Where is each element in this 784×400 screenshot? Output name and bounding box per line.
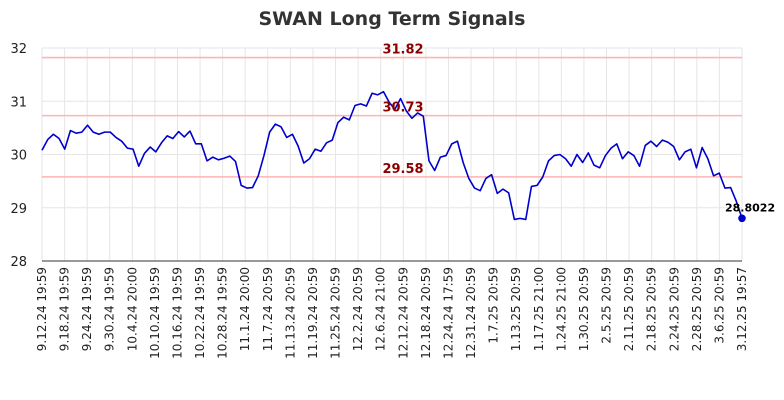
y-tick-labels: 28 29 30 31 32	[10, 42, 27, 270]
x-tick-label: 11.13.24 20:59	[283, 267, 297, 359]
x-tick-label: 2.5.25 20:59	[600, 267, 614, 344]
y-tick-label: 30	[10, 149, 27, 164]
x-tick-label: 2.11.25 20:59	[622, 267, 636, 351]
x-tick-label: 12.2.24 20:59	[351, 267, 365, 351]
x-tick-label: 11.7.24 20:59	[261, 267, 275, 351]
x-tick-label: 10.28.24 19:59	[216, 267, 230, 359]
x-tick-label: 9.12.24 19:59	[35, 267, 49, 351]
x-tick-label: 12.18.24 20:59	[419, 267, 433, 359]
y-tick-label: 28	[10, 255, 27, 270]
x-tick-label: 11.25.24 20:59	[329, 267, 343, 359]
x-tick-label: 1.13.25 20:59	[509, 267, 523, 351]
y-tick-label: 32	[10, 42, 27, 57]
signal-line-label: 29.58	[382, 162, 423, 177]
x-tick-label: 11.1.24 20:00	[238, 267, 252, 351]
y-tick-label: 29	[10, 202, 27, 217]
x-tick-label: 10.10.24 19:59	[148, 267, 162, 359]
x-tick-label: 1.24.25 21:00	[554, 267, 568, 351]
x-tick-label: 9.30.24 19:59	[103, 267, 117, 351]
signal-lines	[42, 56, 742, 178]
last-point-label: 28.8022	[725, 201, 775, 214]
x-tick-label: 9.24.24 19:59	[80, 267, 94, 351]
y-tick-label: 31	[10, 95, 27, 110]
signal-labels: 31.82 30.73 29.58	[382, 43, 423, 177]
x-tick-label: 3.6.25 20:59	[712, 267, 726, 344]
x-tick-label: 11.19.24 20:59	[306, 267, 320, 359]
series-line	[41, 90, 743, 221]
x-tick-label: 2.28.25 20:59	[690, 267, 704, 351]
x-tick-label: 2.18.25 20:59	[645, 267, 659, 351]
x-tick-label: 12.6.24 21:00	[374, 267, 388, 351]
x-tick-label: 10.4.24 20:00	[125, 267, 139, 351]
signal-line-label: 31.82	[382, 43, 423, 58]
x-tick-label: 1.7.25 20:59	[487, 267, 501, 344]
chart-title: SWAN Long Term Signals	[259, 8, 526, 30]
x-tick-label: 2.24.25 20:59	[667, 267, 681, 351]
x-tick-label: 9.18.24 19:59	[58, 267, 72, 351]
x-tick-label: 12.24.24 17:59	[441, 267, 455, 359]
x-tick-label: 10.22.24 19:59	[193, 267, 207, 359]
x-tick-label: 10.16.24 19:59	[170, 267, 184, 359]
x-tick-label: 1.17.25 21:00	[532, 267, 546, 351]
series-group: 28.8022	[41, 90, 775, 223]
last-point-marker	[738, 214, 746, 223]
x-tick-label: 3.12.25 19:57	[735, 267, 749, 351]
signal-line-label: 30.73	[382, 101, 423, 116]
x-tick-labels: 9.12.24 19:59 9.18.24 19:59 9.24.24 19:59 9…	[35, 267, 749, 359]
x-tick-label: 12.12.24 20:59	[396, 267, 410, 359]
y-gridlines	[42, 47, 742, 209]
x-tick-label: 12.31.24 20:59	[464, 267, 478, 359]
x-tick-label: 1.30.25 20:59	[577, 267, 591, 351]
